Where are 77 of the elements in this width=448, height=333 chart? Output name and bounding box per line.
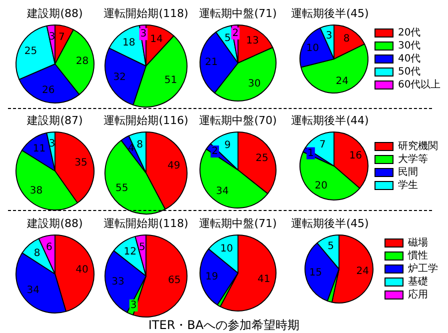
legend-label: 慣性 [407, 250, 428, 262]
data-label: 8 [34, 248, 40, 259]
legend-label: 炉工学 [408, 262, 438, 275]
data-label: 2 [212, 146, 218, 158]
data-label: 35 [74, 157, 88, 168]
data-label: 5 [328, 241, 334, 252]
data-label: 19 [205, 272, 218, 283]
chart-title: 運転開始期(118) [104, 216, 188, 231]
data-label: 3 [140, 28, 147, 40]
data-label: 11 [32, 143, 46, 154]
chart-title: 運転期中盤(70) [199, 113, 277, 128]
data-label: 16 [349, 150, 362, 162]
legend-label: 磁場 [407, 236, 428, 249]
legend-label: 40代 [398, 54, 421, 65]
legend-label: 大学等 [398, 153, 428, 166]
legend-label: 応用 [408, 288, 428, 301]
data-label: 30 [248, 78, 261, 90]
data-label: 34 [216, 186, 229, 198]
data-label: 25 [24, 46, 38, 58]
data-label: 10 [306, 43, 319, 54]
data-label: 40 [76, 264, 88, 276]
data-label: 51 [164, 75, 178, 86]
data-label: 7 [319, 140, 326, 151]
chart-title: 運転開始期(116) [104, 113, 188, 128]
data-label: 49 [167, 160, 180, 172]
chart-title: 運転期後半(44) [291, 113, 369, 128]
data-label: 26 [42, 85, 55, 96]
chart-title: 運転期後半(45) [291, 6, 369, 21]
data-label: 13 [246, 35, 259, 46]
data-label: 5 [139, 242, 146, 254]
data-label: 28 [76, 56, 89, 68]
data-label: 41 [257, 274, 270, 286]
data-label: 38 [30, 185, 43, 196]
legend-label: 30代 [398, 40, 421, 52]
data-label: 3 [48, 138, 56, 150]
data-label: 18 [122, 38, 136, 49]
chart-title: 運転期後半(45) [291, 216, 369, 231]
chart-title: 建設期(88) [27, 6, 83, 21]
data-label: 12 [124, 246, 136, 258]
legend-label: 基礎 [408, 276, 428, 288]
data-label: 8 [343, 33, 350, 44]
data-label: 20 [314, 180, 328, 192]
data-label: 55 [115, 183, 128, 194]
data-label: 15 [309, 268, 322, 279]
chart-title: 建設期(88) [27, 216, 83, 231]
data-label: 9 [224, 140, 231, 152]
data-label: 24 [356, 266, 370, 278]
legend-label: 学生 [398, 179, 418, 192]
data-label: 2 [232, 28, 239, 40]
data-label: 24 [336, 76, 349, 87]
data-label: 7 [58, 32, 65, 44]
chart-title: 運転開始期(118) [104, 6, 188, 21]
data-label: 8 [136, 140, 144, 151]
data-label: 3 [326, 30, 332, 42]
data-label: 1 [308, 148, 314, 159]
chart-title: 運転期中盤(71) [199, 216, 277, 231]
data-label: 5 [224, 33, 231, 44]
data-label: 21 [205, 57, 218, 68]
data-label: 33 [112, 276, 124, 288]
legend-label: 20代 [398, 28, 421, 39]
data-label: 14 [150, 34, 163, 45]
data-label: 3 [48, 31, 56, 42]
chart-title: 運転期中盤(71) [199, 6, 277, 21]
data-label: 65 [168, 275, 181, 286]
data-label: 10 [220, 244, 233, 255]
data-label: 34 [26, 284, 40, 296]
data-label: 32 [113, 72, 126, 83]
text: ITER・BAへの参加希望時期 [147, 317, 301, 333]
data-label: 25 [256, 153, 268, 164]
chart-title: 建設期(87) [27, 113, 83, 128]
legend-label: 民間 [398, 167, 418, 178]
legend-label: 50代 [398, 66, 421, 78]
legend-label: 60代以上 [398, 78, 441, 91]
legend-label: 研究機関 [398, 140, 438, 152]
data-label: 4 [128, 143, 134, 154]
data-label: 3 [130, 300, 137, 312]
data-label: 6 [46, 242, 52, 253]
